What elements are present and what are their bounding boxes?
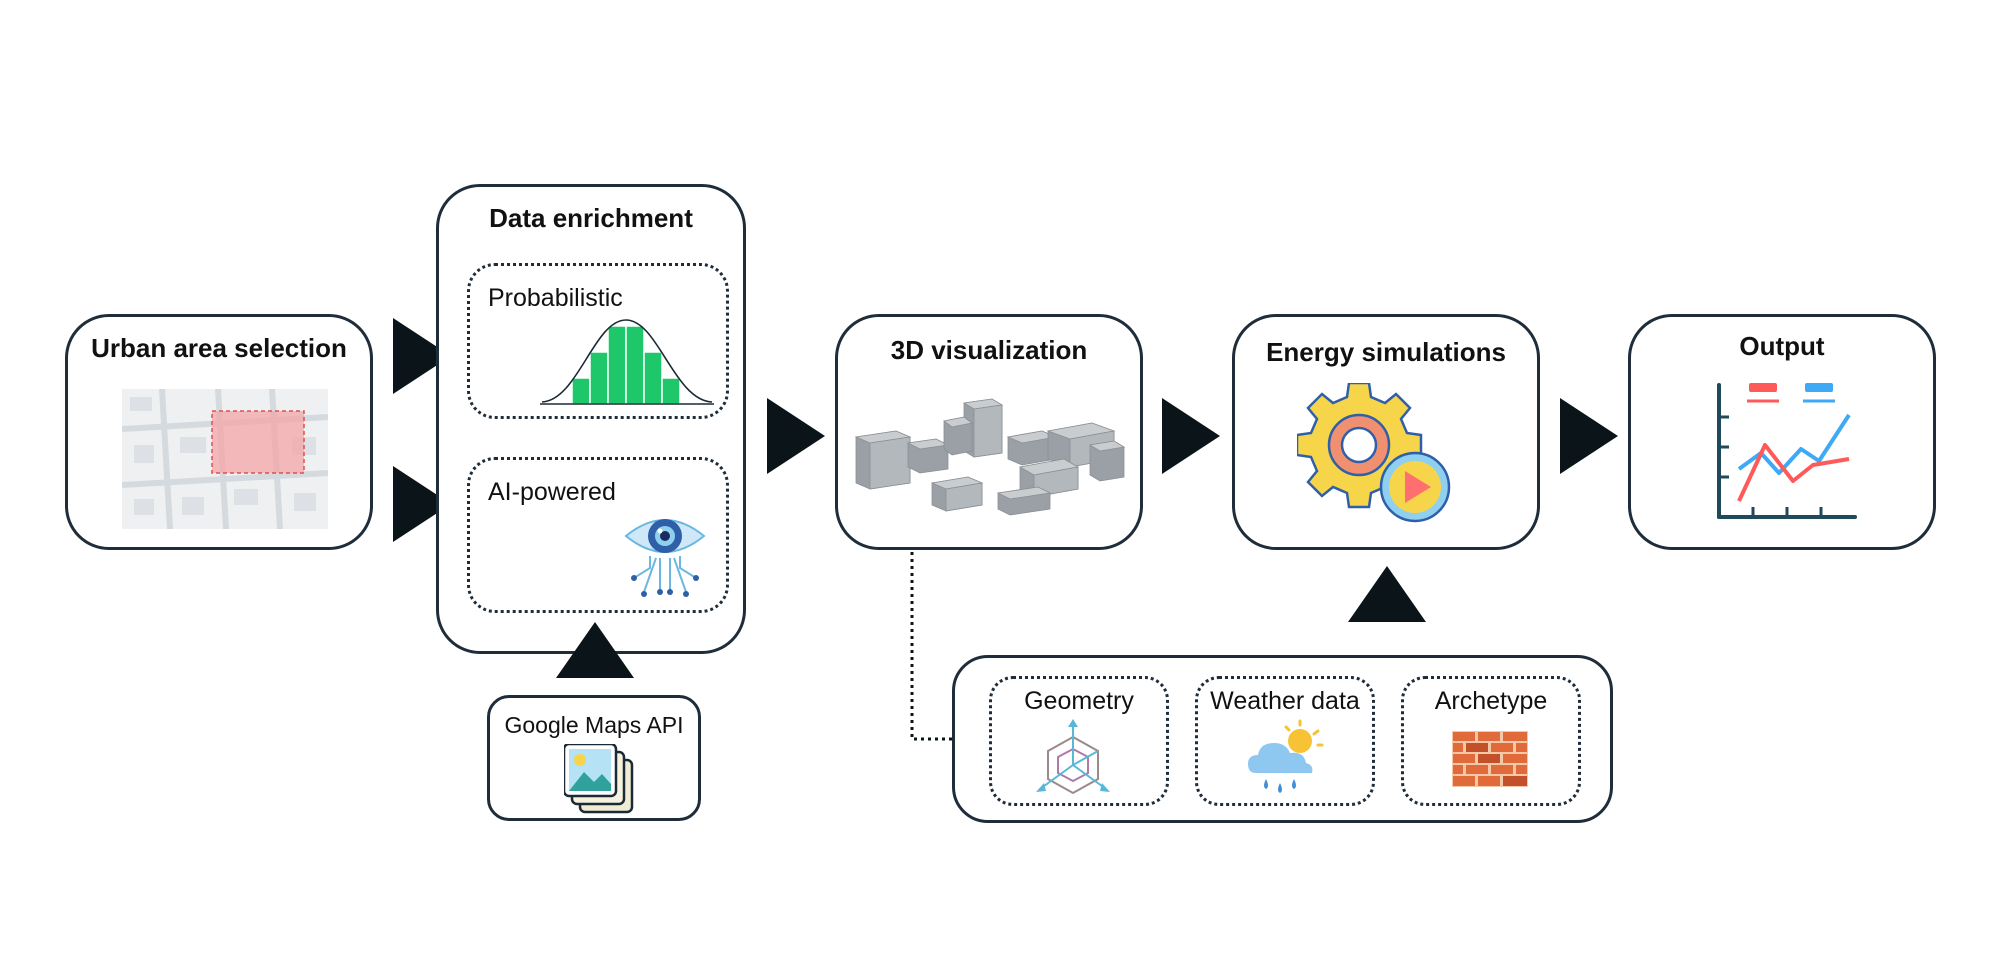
- buildings-3d-icon: [854, 398, 1126, 516]
- google-maps-api-box: Google Maps API: [487, 695, 701, 821]
- 3d-visualization-box: 3D visualization: [835, 314, 1143, 550]
- arrow-inputs-to-energy: [1348, 566, 1426, 622]
- energy-simulations-box: Energy simulations: [1232, 314, 1540, 550]
- archetype-box: Archetype: [1401, 676, 1581, 806]
- ai-powered-box: AI-powered: [467, 457, 729, 613]
- geometry-cube-icon: [1036, 719, 1110, 795]
- archetype-label: Archetype: [1434, 687, 1548, 715]
- ai-eye-icon: [624, 519, 706, 597]
- geometry-box: Geometry: [989, 676, 1169, 806]
- arrow-enrichment-to-3d: [767, 398, 825, 474]
- arrow-google-maps-to-enrichment: [556, 622, 634, 678]
- google-maps-api-label: Google Maps API: [504, 712, 684, 738]
- weather-data-label: Weather data: [1210, 687, 1360, 715]
- arrow-3d-to-energy: [1162, 398, 1220, 474]
- geometry-label: Geometry: [1024, 687, 1134, 715]
- weather-data-box: Weather data: [1195, 676, 1375, 806]
- gear-play-icon: [1297, 383, 1451, 523]
- images-stack-icon: [564, 744, 634, 814]
- urban-area-selection-title: Urban area selection: [91, 333, 347, 363]
- arrow-urban-to-ai: [393, 466, 451, 542]
- output-box: Output: [1628, 314, 1936, 550]
- probabilistic-label: Probabilistic: [488, 284, 623, 312]
- output-title: Output: [1739, 331, 1825, 361]
- arrow-energy-to-output: [1560, 398, 1618, 474]
- data-enrichment-title: Data enrichment: [489, 203, 693, 233]
- data-enrichment-box: Data enrichment Probabilistic AI-powered: [436, 184, 746, 654]
- probabilistic-box: Probabilistic: [467, 263, 729, 419]
- 3d-visualization-title: 3D visualization: [890, 335, 1088, 365]
- weather-cloud-icon: [1248, 719, 1324, 793]
- simulation-inputs-box: Geometry Weather data: [952, 655, 1613, 823]
- brick-wall-icon: [1452, 731, 1528, 787]
- energy-simulations-title: Energy simulations: [1266, 337, 1506, 367]
- map-selection-icon: [122, 389, 328, 529]
- histogram-icon: [540, 319, 714, 405]
- arrow-urban-to-probabilistic: [393, 318, 451, 394]
- urban-area-selection-box: Urban area selection: [65, 314, 373, 550]
- line-chart-icon: [1717, 383, 1857, 519]
- ai-powered-label: AI-powered: [488, 478, 616, 506]
